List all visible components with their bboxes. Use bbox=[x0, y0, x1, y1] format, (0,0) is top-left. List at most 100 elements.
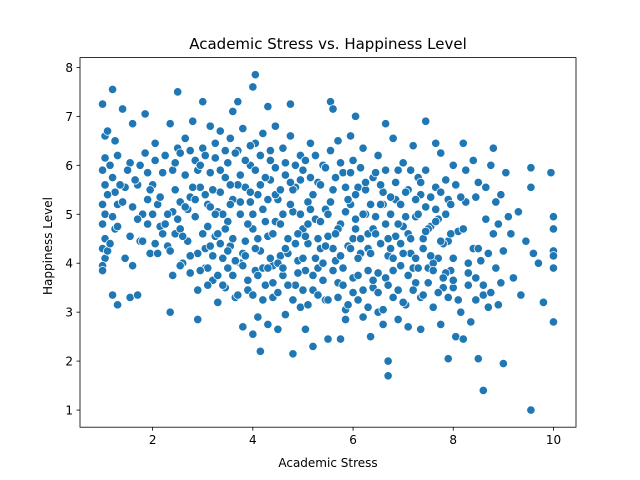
data-point bbox=[446, 199, 456, 210]
data-point bbox=[173, 87, 183, 97]
data-point bbox=[340, 182, 351, 192]
data-point bbox=[225, 199, 235, 210]
data-point bbox=[130, 175, 140, 185]
data-point bbox=[270, 163, 280, 173]
data-point bbox=[107, 172, 118, 183]
data-point bbox=[153, 248, 163, 258]
data-point bbox=[478, 290, 488, 300]
data-point bbox=[358, 285, 368, 295]
data-point bbox=[320, 163, 331, 173]
data-point bbox=[253, 190, 263, 200]
data-point bbox=[113, 150, 123, 161]
data-point bbox=[416, 324, 426, 334]
data-point bbox=[393, 219, 403, 229]
data-point bbox=[546, 168, 556, 178]
data-point bbox=[498, 246, 508, 256]
data-point bbox=[386, 243, 396, 254]
data-point bbox=[110, 187, 120, 197]
data-point bbox=[113, 300, 123, 310]
data-point bbox=[238, 261, 248, 271]
data-point bbox=[278, 143, 288, 153]
data-point bbox=[323, 295, 333, 305]
data-point bbox=[418, 290, 428, 300]
data-point bbox=[208, 185, 218, 195]
data-point bbox=[406, 234, 416, 244]
data-point bbox=[466, 317, 476, 327]
data-point bbox=[263, 194, 273, 205]
data-point bbox=[143, 168, 153, 178]
data-point bbox=[391, 231, 401, 241]
data-point bbox=[328, 243, 338, 254]
data-point bbox=[428, 265, 438, 276]
data-point bbox=[348, 155, 358, 165]
data-point bbox=[298, 285, 308, 295]
data-point bbox=[403, 322, 413, 332]
data-point bbox=[258, 295, 268, 305]
data-point bbox=[463, 280, 473, 290]
data-point bbox=[128, 119, 138, 129]
data-point bbox=[398, 248, 408, 258]
data-point bbox=[113, 221, 123, 232]
data-point bbox=[165, 307, 175, 317]
data-point bbox=[353, 253, 363, 263]
data-point bbox=[473, 177, 483, 188]
data-point bbox=[361, 177, 371, 188]
data-point bbox=[190, 212, 200, 222]
data-point bbox=[283, 234, 293, 244]
data-point bbox=[323, 334, 333, 344]
data-point bbox=[200, 150, 210, 161]
data-point bbox=[381, 119, 391, 129]
data-point bbox=[175, 148, 185, 158]
data-point bbox=[298, 253, 308, 263]
data-point bbox=[401, 187, 411, 197]
data-point bbox=[393, 285, 403, 295]
data-point bbox=[421, 202, 431, 212]
data-point bbox=[235, 197, 245, 207]
data-point bbox=[388, 253, 398, 263]
y-tick-label: 4 bbox=[65, 257, 73, 271]
data-point bbox=[388, 265, 398, 276]
data-point bbox=[338, 168, 348, 178]
data-point bbox=[150, 155, 160, 165]
data-point bbox=[431, 217, 441, 227]
data-point bbox=[396, 239, 406, 249]
data-point bbox=[280, 158, 290, 168]
data-point bbox=[170, 158, 180, 168]
data-point bbox=[270, 121, 280, 131]
data-point bbox=[373, 268, 383, 278]
data-point bbox=[396, 199, 406, 210]
data-point bbox=[118, 197, 128, 207]
data-point bbox=[486, 160, 496, 170]
data-point bbox=[401, 212, 411, 222]
data-point bbox=[345, 168, 356, 178]
x-tick-label: 10 bbox=[546, 433, 561, 447]
data-point bbox=[473, 354, 483, 364]
data-point bbox=[273, 324, 283, 334]
y-axis-label: Happiness Level bbox=[41, 197, 55, 295]
data-point bbox=[200, 190, 210, 200]
data-point bbox=[107, 212, 118, 222]
data-point bbox=[160, 150, 170, 161]
data-point bbox=[248, 329, 258, 339]
data-point bbox=[433, 288, 443, 298]
data-point bbox=[478, 385, 488, 396]
data-point bbox=[438, 273, 448, 283]
y-tick-label: 6 bbox=[65, 159, 73, 173]
data-point bbox=[273, 288, 283, 298]
data-point bbox=[333, 136, 343, 146]
data-point bbox=[115, 180, 125, 190]
data-point bbox=[358, 143, 368, 153]
data-point bbox=[413, 209, 423, 219]
data-point bbox=[345, 131, 356, 141]
data-point bbox=[383, 234, 393, 244]
data-point bbox=[300, 155, 311, 165]
data-point bbox=[478, 280, 488, 290]
data-point bbox=[325, 146, 336, 156]
y-tick-label: 7 bbox=[65, 110, 73, 124]
data-point bbox=[376, 239, 386, 249]
data-point bbox=[215, 126, 225, 136]
data-point bbox=[185, 146, 195, 156]
data-point bbox=[203, 221, 213, 232]
data-point bbox=[240, 236, 250, 246]
